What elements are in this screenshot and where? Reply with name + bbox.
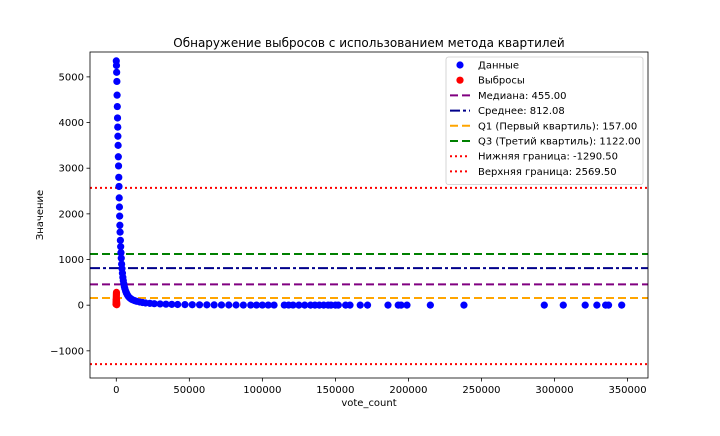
- data-point: [384, 301, 392, 309]
- x-tick-label: 150000: [316, 385, 354, 396]
- data-point: [150, 300, 158, 308]
- x-tick-label: 0: [113, 385, 119, 396]
- data-point: [270, 301, 278, 309]
- data-point: [114, 141, 122, 149]
- data-point: [117, 243, 125, 251]
- y-tick-label: 4000: [59, 118, 84, 129]
- data-point: [112, 61, 121, 70]
- data-point: [593, 301, 601, 309]
- data-point: [156, 300, 164, 308]
- y-tick-label: 1000: [59, 255, 84, 266]
- legend: Данные Выбросы Медиана: 455.00 Среднее: 812…: [445, 56, 644, 185]
- data-point: [232, 301, 240, 309]
- data-points: [112, 57, 626, 309]
- x-tick-label: 200000: [389, 385, 427, 396]
- data-point: [247, 301, 255, 309]
- data-point: [540, 301, 548, 309]
- data-point: [239, 301, 247, 309]
- plot-area-frame: [89, 51, 649, 379]
- data-point: [117, 254, 125, 262]
- y-tick-label: −1000: [50, 346, 84, 357]
- data-point: [301, 301, 309, 309]
- data-point: [113, 77, 121, 86]
- data-point: [188, 301, 196, 309]
- legend-marker: [456, 61, 464, 69]
- outlier-point: [112, 288, 121, 296]
- data-point: [168, 300, 176, 308]
- data-point: [117, 249, 125, 257]
- data-point: [174, 300, 182, 309]
- data-point: [114, 132, 122, 140]
- y-axis-label: Значение: [35, 190, 46, 240]
- legend-box: [445, 56, 644, 185]
- legend-label: Верхняя граница: 2569.50: [478, 167, 617, 178]
- y-tick-label: 2000: [59, 209, 84, 220]
- data-point: [116, 221, 124, 229]
- data-point: [618, 301, 626, 309]
- data-point: [403, 301, 411, 309]
- x-tick-label: 250000: [462, 385, 500, 396]
- data-point: [604, 301, 613, 309]
- y-tick-label: 5000: [59, 72, 84, 83]
- data-point: [363, 301, 372, 309]
- data-point: [114, 123, 122, 131]
- data-point: [113, 114, 122, 122]
- data-point: [116, 236, 124, 244]
- data-point: [258, 301, 266, 309]
- data-point: [225, 301, 233, 309]
- outlier-point: [113, 301, 121, 309]
- legend-label: Q3 (Третий квартиль): 1122.00: [478, 137, 641, 148]
- x-axis: 0 50000 100000 150000 200000 250000 300000 3500…: [113, 378, 647, 396]
- data-point: [113, 91, 121, 99]
- legend-label: Среднее: 812.08: [478, 106, 565, 117]
- data-point: [116, 228, 124, 236]
- data-point: [115, 173, 123, 181]
- data-point: [114, 153, 122, 161]
- x-tick-label: 350000: [608, 385, 646, 396]
- chart-title: Обнаружение выбросов с использованием ме…: [173, 36, 564, 50]
- legend-marker: [456, 76, 464, 84]
- data-point: [426, 301, 434, 309]
- data-point: [195, 301, 204, 309]
- x-tick-label: 50000: [173, 385, 205, 396]
- data-point: [334, 301, 342, 309]
- reference-lines: [90, 186, 648, 366]
- data-point: [181, 301, 189, 309]
- data-point: [460, 301, 468, 309]
- data-point: [114, 162, 123, 170]
- y-tick-label: 3000: [59, 164, 84, 175]
- legend-label: Выбросы: [478, 76, 525, 87]
- y-tick-label: 0: [78, 301, 84, 312]
- data-point: [210, 301, 218, 309]
- legend-label: Нижняя граница: -1290.50: [478, 152, 618, 163]
- legend-label: Медиана: 455.00: [478, 91, 567, 102]
- legend-label: Данные: [478, 61, 519, 72]
- data-point: [356, 301, 364, 309]
- data-point: [203, 301, 211, 309]
- data-point: [113, 68, 121, 76]
- data-point: [289, 301, 297, 309]
- data-point: [252, 301, 261, 309]
- data-point: [264, 301, 272, 309]
- legend-label: Q1 (Первый квартиль): 157.00: [478, 121, 637, 132]
- data-point: [115, 194, 123, 202]
- data-point: [162, 300, 170, 308]
- data-point: [397, 301, 405, 309]
- x-tick-label: 100000: [243, 385, 281, 396]
- x-axis-label: vote_count: [341, 398, 396, 409]
- data-point: [559, 301, 567, 309]
- data-point: [115, 203, 124, 211]
- data-point: [581, 301, 589, 309]
- data-point: [115, 182, 123, 191]
- x-tick-label: 300000: [535, 385, 573, 396]
- data-point: [116, 212, 124, 220]
- data-point: [346, 301, 354, 309]
- data-point: [295, 301, 303, 309]
- data-point: [113, 102, 121, 111]
- data-point: [217, 301, 226, 309]
- y-axis: −1000 0 1000 2000 3000 4000 5000: [50, 72, 90, 357]
